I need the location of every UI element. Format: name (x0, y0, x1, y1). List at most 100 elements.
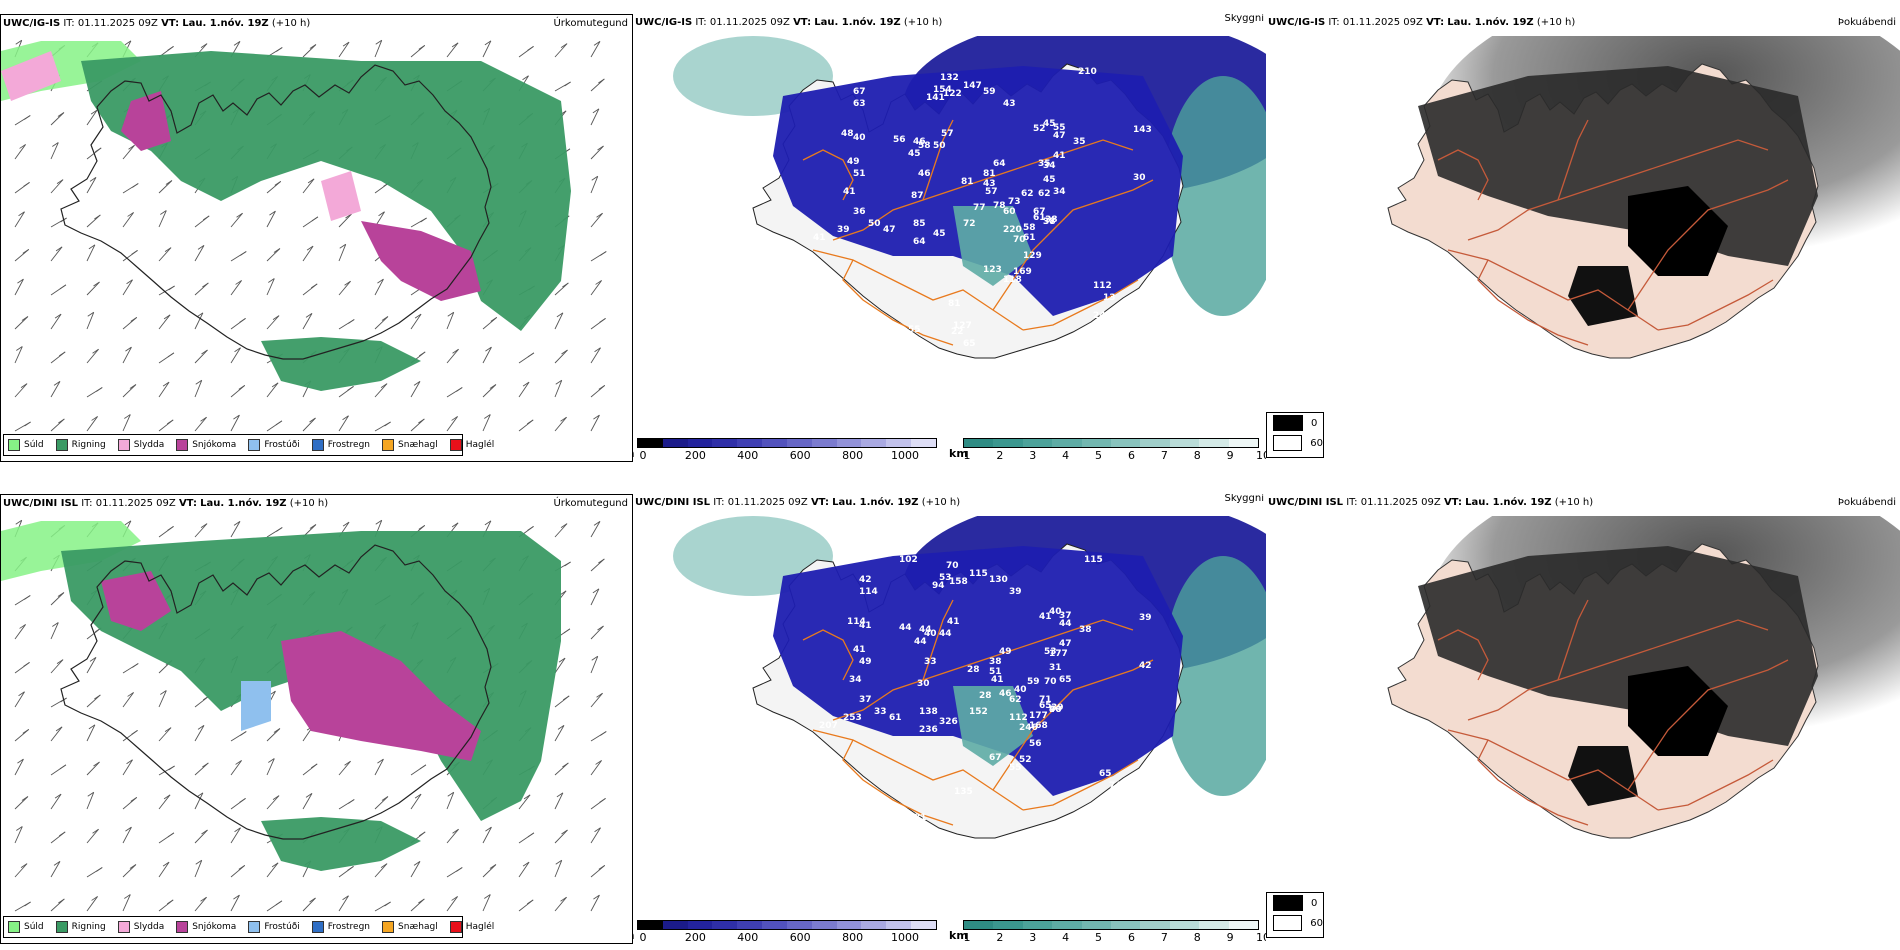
visibility-value-label: 114 (847, 617, 866, 627)
visibility-value-label: 67 (853, 87, 866, 97)
visibility-value-label: 141 (926, 93, 945, 103)
colorbar-bin (1022, 439, 1053, 447)
legend-item: Frostúði (248, 921, 300, 933)
visibility-value-label: 49 (859, 657, 872, 667)
colorbar-bin (712, 921, 738, 929)
visibility-value-label: 96 (1049, 705, 1062, 715)
panel-header: UWC/DINI ISL IT: 01.11.2025 09Z VT: Lau.… (635, 497, 961, 508)
visibility-value-label: 39 (1051, 703, 1064, 713)
colorbar-unit: km (949, 929, 968, 942)
legend-item: Frostúði (248, 439, 300, 451)
fog-legend-label: 60 (1310, 917, 1323, 929)
visibility-value-label: 34 (849, 675, 862, 685)
panel-title: Þokuábendi (1837, 17, 1896, 28)
visibility-value-label: 158 (949, 577, 968, 587)
colorbar-bin (786, 439, 812, 447)
panel-header: UWC/IG-IS IT: 01.11.2025 09Z VT: Lau. 1.… (1268, 17, 1576, 28)
visibility-value-label: 138 (919, 707, 938, 717)
colorbar-bin (662, 439, 688, 447)
colorbar-strip (637, 438, 937, 448)
legend-swatch (449, 439, 462, 451)
legend-swatch (117, 921, 130, 933)
legend-label: Súld (24, 440, 44, 450)
visibility-value-label: 39 (837, 225, 850, 235)
visibility-value-label: 33 (924, 657, 937, 667)
panel-title: Skyggni (1224, 14, 1264, 24)
visibility-panel: UWC/IG-IS IT: 01.11.2025 09Z VT: Lau. 1.… (633, 14, 1266, 462)
colorbar-bin (1199, 439, 1229, 447)
legend-item: Rigning (55, 439, 106, 451)
colorbar-bin (1111, 439, 1141, 447)
visibility-value-label: 60 (1003, 207, 1016, 217)
visibility-value-label: 85 (913, 219, 926, 229)
legend-swatch (449, 921, 462, 933)
visibility-value-label: 81 (948, 299, 961, 309)
visibility-value-label: 118 (1003, 275, 1022, 285)
legend-item: Súld (8, 921, 44, 933)
visibility-value-label: 49 (847, 157, 860, 167)
legend-label: Súld (24, 922, 44, 932)
legend-label: Frostúði (264, 922, 300, 932)
legend-label: Snjókoma (192, 440, 237, 450)
visibility-value-label: 58 (1023, 223, 1036, 233)
colorbar-bin (811, 921, 837, 929)
colorbar-tick: 4 (1062, 449, 1070, 462)
colorbar-tick: 5 (1095, 931, 1103, 944)
visibility-value-label: 143 (1133, 125, 1152, 135)
precip-legend: Súld Rigning Slydda Snjókoma Frostúði Frostre… (3, 916, 494, 938)
visibility-value-label: 71 (1039, 695, 1052, 705)
legend-swatch (248, 439, 261, 451)
visibility-value-label: 78 (993, 201, 1006, 211)
visibility-value-label: 53 (1044, 647, 1057, 657)
colorbar-tick: 3 (1029, 931, 1037, 944)
visibility-colorbar: km1 2 3 4 5 6 7 8 9 10 (949, 438, 1266, 462)
visibility-value-label: 210 (1078, 67, 1097, 77)
fog-legend-label: 60 (1310, 437, 1323, 449)
colorbar-tick: 400 (737, 931, 759, 944)
fog-indicator-panel: UWC/IG-IS IT: 01.11.2025 09Z VT: Lau. 1.… (1266, 14, 1900, 462)
legend-label: Frostúði (264, 440, 300, 450)
visibility-value-label: 37 (1043, 217, 1056, 227)
colorbar-bin (1052, 921, 1082, 929)
colorbar-bin (762, 439, 787, 447)
colorbar-bin (993, 921, 1023, 929)
visibility-value-label: 177 (1049, 649, 1068, 659)
visibility-value-label: 169 (1013, 267, 1032, 277)
visibility-value-label: 63 (853, 99, 866, 109)
visibility-value-label: 152 (969, 707, 988, 717)
visibility-value-label: 65 (1059, 675, 1072, 685)
legend-label: Rigning (71, 922, 106, 932)
visibility-value-label: 40 (1049, 705, 1062, 715)
fog-map (1266, 36, 1900, 442)
visibility-value-label: 46 (918, 169, 931, 179)
visibility-value-label: 154 (893, 67, 912, 77)
legend-item: Frostregn (311, 439, 370, 451)
visibility-value-label: 40 (1049, 607, 1062, 617)
colorbar-strip (637, 920, 937, 930)
visibility-value-label: 47 (883, 225, 896, 235)
colorbar-bin (1169, 921, 1200, 929)
colorbar-strip (963, 920, 1259, 930)
visibility-value-label: 67 (989, 753, 1002, 763)
visibility-value-label: 61 (1033, 213, 1046, 223)
visibility-value-label: 65 (963, 339, 976, 349)
panel-title: Þokuábendi (1837, 497, 1896, 508)
colorbar-unit: km (949, 447, 968, 460)
visibility-value-label: 127 (953, 321, 972, 331)
visibility-value-label: 62 (1038, 189, 1051, 199)
visibility-value-label: 61 (889, 713, 902, 723)
visibility-value-label: 46 (913, 137, 926, 147)
legend-label: Frostregn (327, 922, 371, 932)
visibility-value-label: 64 (913, 237, 926, 247)
visibility-value-label: 41 (853, 645, 866, 655)
fog-legend-label: 0 (1311, 897, 1318, 909)
colorbar-bin (886, 921, 912, 929)
colorbar-tick: 1 (963, 449, 971, 462)
legend-item: Slydda (117, 439, 164, 451)
visibility-value-label: 59 (983, 87, 996, 97)
colorbar-bin (762, 921, 787, 929)
visibility-value-label: 220 (1003, 225, 1022, 235)
visibility-value-label: 70 (1044, 677, 1057, 687)
fog-legend-swatch (1273, 915, 1303, 931)
legend-swatch (55, 921, 68, 933)
